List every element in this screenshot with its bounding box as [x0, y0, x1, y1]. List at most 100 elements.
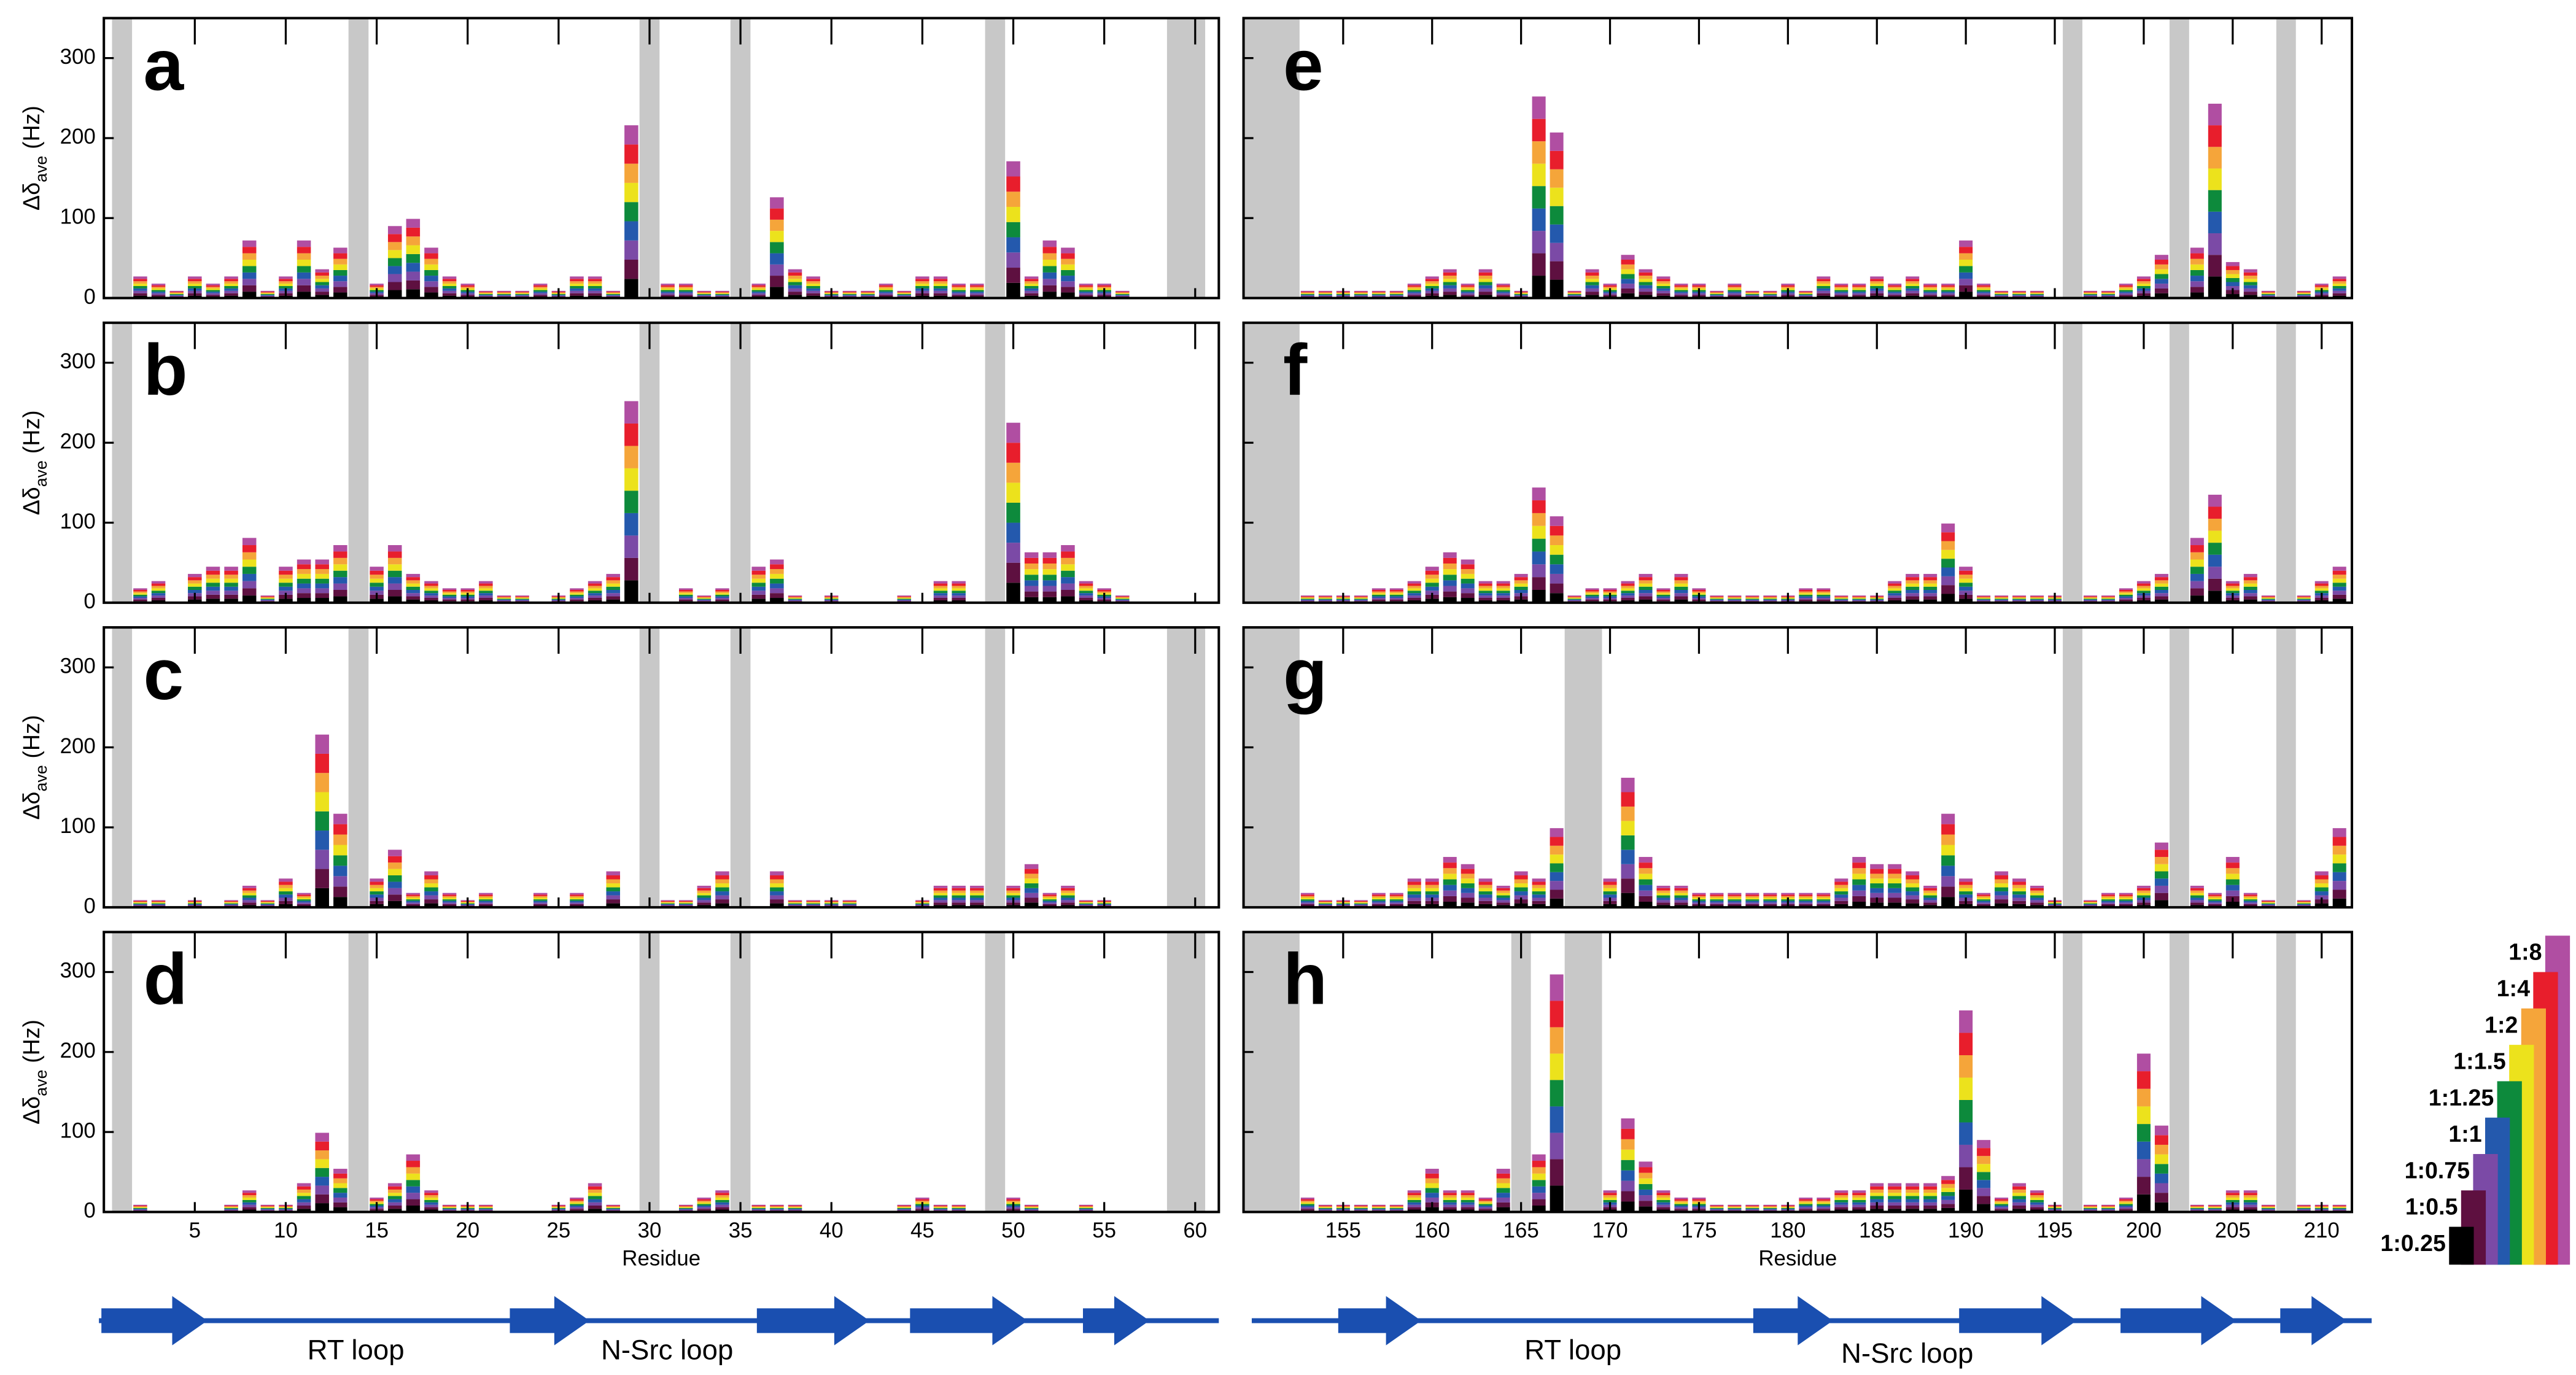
beta-strand	[910, 1296, 1028, 1346]
bar-segment	[2030, 890, 2044, 893]
bar-segment	[588, 1193, 602, 1196]
bar-segment	[770, 1204, 784, 1206]
bar-segment	[1656, 594, 1670, 597]
bar-segment	[2225, 1190, 2240, 1193]
bar-segment	[1425, 1173, 1439, 1179]
x-tick-label: 155	[1325, 1218, 1361, 1242]
bar-segment	[1042, 896, 1057, 898]
bar-segment	[2119, 897, 2133, 900]
bar-segment	[678, 284, 693, 285]
bar-segment	[751, 1207, 766, 1208]
bar-segment	[1585, 292, 1599, 295]
bar-segment	[2243, 272, 2257, 276]
bar-segment	[1656, 888, 1670, 891]
bar-segment	[1496, 1207, 1510, 1212]
bar-segment	[606, 1207, 621, 1208]
bar-segment	[315, 850, 329, 869]
bar-segment	[1514, 883, 1528, 888]
bar-segment	[1639, 596, 1653, 600]
bar-segment	[442, 1204, 457, 1206]
bar-segment	[770, 583, 784, 589]
bar-segment	[1763, 595, 1777, 597]
bar-segment	[242, 1204, 257, 1207]
bar-segment	[2208, 1204, 2222, 1206]
bar-segment	[2261, 901, 2275, 902]
bar-segment	[1763, 600, 1777, 602]
bar-segment	[297, 1209, 311, 1212]
bar-segment	[1443, 896, 1457, 902]
bar-segment	[1870, 869, 1884, 874]
bar-segment	[570, 904, 584, 906]
bar-segment	[1674, 586, 1688, 590]
bar-segment	[242, 888, 257, 891]
bar-segment	[1443, 1195, 1457, 1198]
bar-segment	[2190, 292, 2204, 298]
bar-segment	[424, 1202, 438, 1205]
bar-segment	[1407, 285, 1421, 287]
unassigned-band	[1262, 932, 1282, 1212]
bar-segment	[2332, 828, 2346, 837]
y-tick-label: 200	[60, 429, 96, 453]
bar-segment	[279, 284, 293, 287]
bar-segment	[2119, 599, 2133, 602]
bar-segment	[1888, 864, 1902, 869]
bar-segment	[751, 293, 766, 295]
bar-segment	[151, 591, 166, 594]
bar-segment	[1977, 897, 1991, 900]
bar-segment	[1941, 284, 1955, 285]
bar-segment	[1656, 598, 1670, 600]
bar-segment	[1585, 272, 1599, 276]
bar-segment	[370, 1199, 384, 1201]
bar-segment	[624, 535, 638, 558]
unassigned-band	[985, 627, 1006, 908]
bar-segment	[1888, 1205, 1902, 1209]
bar-segment	[1923, 287, 1938, 289]
bar-segment	[2030, 595, 2044, 597]
bar-segment	[606, 586, 621, 590]
bar-segment	[2332, 575, 2346, 579]
bar-segment	[1532, 1167, 1546, 1174]
bar-segment	[2297, 902, 2311, 904]
y-tick-label: 100	[60, 814, 96, 838]
bar-segment	[1425, 885, 1439, 888]
bar-segment	[1639, 1161, 1653, 1168]
bar-segment	[2101, 901, 2115, 903]
bar-segment	[188, 286, 202, 289]
bar-segment	[1478, 904, 1492, 908]
bar-segment	[2190, 287, 2204, 293]
bar-segment	[370, 885, 384, 888]
bar-segment	[1061, 888, 1075, 891]
bar-segment	[1532, 897, 1546, 901]
bar-segment	[1995, 1202, 2009, 1204]
bar-segment	[2012, 1189, 2027, 1193]
bar-segment	[588, 281, 602, 284]
bar-segment	[260, 600, 275, 602]
bar-segment	[1710, 901, 1724, 903]
bar-segment	[2119, 288, 2133, 290]
bar-segment	[606, 593, 621, 597]
bar-segment	[1692, 591, 1706, 594]
bar-segment	[333, 1188, 347, 1193]
bar-segment	[697, 290, 712, 292]
bar-segment	[1389, 293, 1403, 295]
bar-segment	[2190, 1207, 2204, 1208]
bar-segment	[661, 288, 675, 290]
bar-segment	[970, 890, 984, 893]
bar-segment	[387, 894, 402, 901]
bar-segment	[570, 284, 584, 287]
bar-segment	[2332, 863, 2346, 872]
bar-segment	[1941, 1199, 1955, 1204]
bar-segment	[1923, 593, 1938, 597]
bar-segment	[1674, 290, 1688, 292]
bar-segment	[1923, 292, 1938, 293]
bar-segment	[1461, 1202, 1475, 1205]
bar-segment	[933, 598, 948, 600]
bar-segment	[1115, 598, 1130, 600]
bar-segment	[242, 900, 257, 903]
bar-segment	[1042, 580, 1057, 586]
bar-segment	[1567, 290, 1581, 292]
bar-segment	[1550, 224, 1564, 243]
bar-segment	[1906, 891, 1920, 896]
bar-segment	[2190, 885, 2204, 888]
bar-segment	[1461, 878, 1475, 884]
